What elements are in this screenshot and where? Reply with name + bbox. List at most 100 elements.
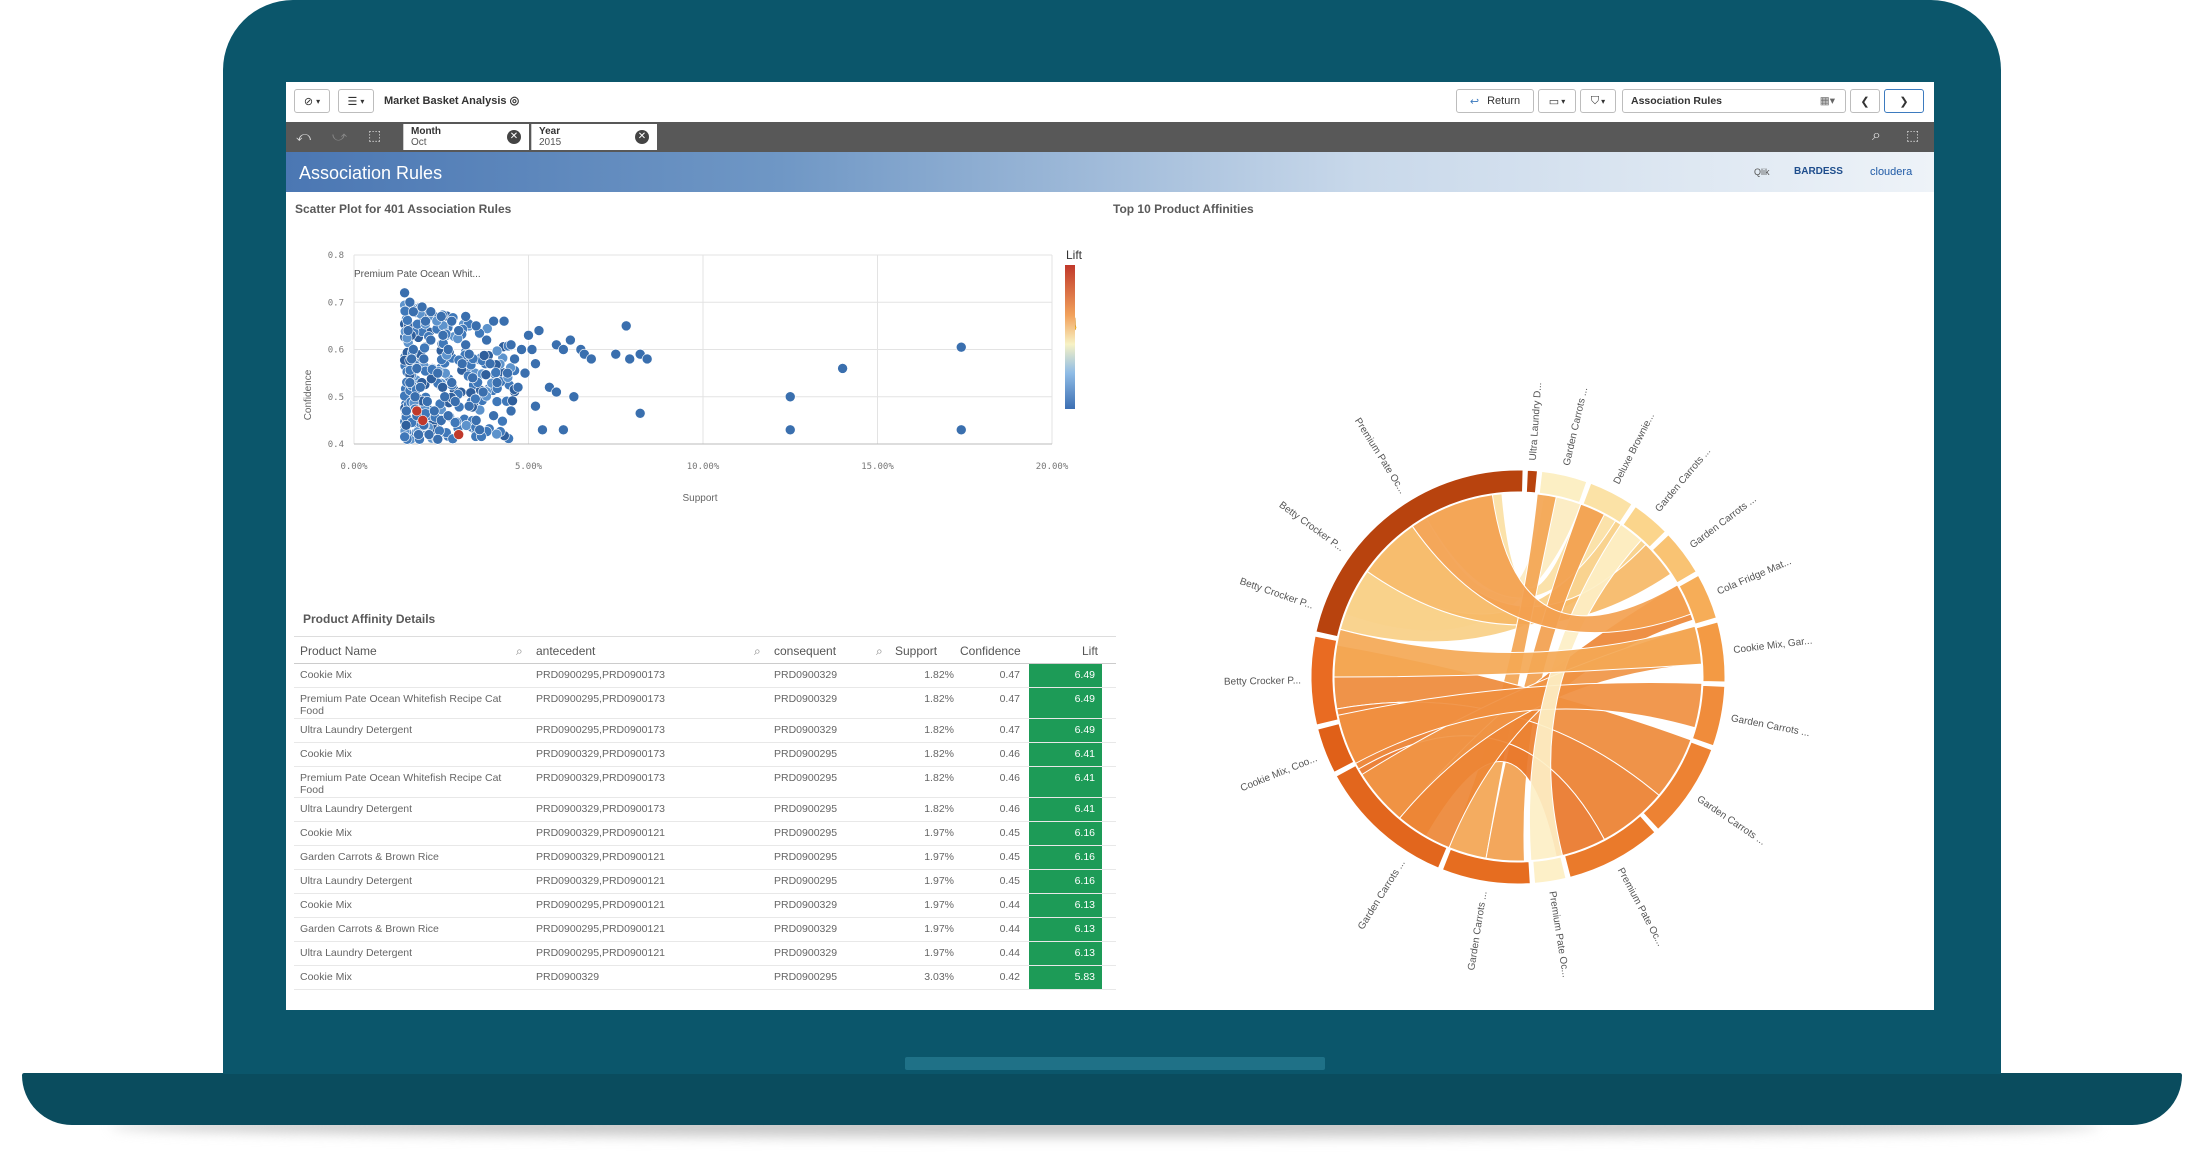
- scatter-point[interactable]: [461, 420, 472, 431]
- sheet-selector[interactable]: Association Rules ▦▾: [1622, 89, 1846, 113]
- scatter-point[interactable]: [509, 353, 520, 365]
- chord-group-arc[interactable]: [1651, 534, 1697, 584]
- scatter-point[interactable]: [420, 315, 431, 327]
- scatter-point[interactable]: [406, 353, 417, 365]
- search-icon[interactable]: ⌕: [516, 644, 523, 658]
- scatter-point[interactable]: [401, 405, 412, 417]
- table-row[interactable]: Ultra Laundry Detergent PRD0900295,PRD090…: [294, 942, 1116, 966]
- scatter-point[interactable]: [491, 377, 503, 388]
- scatter-point[interactable]: [411, 363, 423, 374]
- scatter-point[interactable]: [428, 405, 440, 417]
- selection-chip-month[interactable]: Month Oct ✕: [403, 124, 529, 150]
- search-icon[interactable]: ⌕: [754, 644, 761, 658]
- scatter-point[interactable]: [470, 320, 482, 332]
- scatter-point[interactable]: [484, 358, 496, 369]
- scatter-point[interactable]: [460, 339, 471, 351]
- chord-group-arc[interactable]: [1317, 723, 1355, 773]
- scatter-point[interactable]: [467, 372, 478, 384]
- scatter-point[interactable]: [474, 424, 485, 436]
- scatter-point[interactable]: [408, 306, 419, 317]
- chord-ribbon[interactable]: [1361, 625, 1703, 819]
- scatter-point[interactable]: [437, 381, 448, 393]
- scatter-point[interactable]: [402, 314, 413, 326]
- scatter-point[interactable]: [404, 296, 416, 308]
- scatter-point[interactable]: [453, 325, 464, 336]
- scatter-point[interactable]: [408, 344, 419, 355]
- table-row[interactable]: Garden Carrots & Brown Rice PRD0900329,PR…: [294, 846, 1116, 870]
- scatter-point[interactable]: [481, 334, 492, 346]
- navigation-menu-button[interactable]: ⊘ ▾: [294, 89, 330, 113]
- scatter-point[interactable]: [558, 344, 569, 355]
- scatter-point[interactable]: [415, 382, 426, 393]
- scatter-point[interactable]: [449, 417, 461, 428]
- clear-selection-icon[interactable]: ✕: [507, 130, 521, 144]
- scatter-point[interactable]: [399, 431, 410, 443]
- chord-group-arc[interactable]: [1695, 621, 1726, 683]
- scatter-point[interactable]: [442, 344, 454, 355]
- scatter-point[interactable]: [491, 396, 503, 407]
- scatter-point[interactable]: [491, 428, 502, 440]
- global-menu-button[interactable]: ☰ ▾: [338, 89, 374, 113]
- scatter-point[interactable]: [490, 367, 502, 378]
- chord-group-arc[interactable]: [1315, 469, 1524, 638]
- column-header-product-name[interactable]: Product Name: [300, 644, 377, 658]
- scatter-point[interactable]: [955, 424, 967, 436]
- scatter-point[interactable]: [491, 345, 503, 357]
- scatter-point[interactable]: [446, 315, 458, 327]
- scatter-point[interactable]: [586, 353, 597, 365]
- scatter-point[interactable]: [784, 424, 796, 436]
- chord-ribbon[interactable]: [1485, 503, 1606, 862]
- scatter-point[interactable]: [435, 311, 447, 322]
- clear-selection-icon[interactable]: ✕: [635, 130, 649, 144]
- scatter-point[interactable]: [505, 405, 517, 417]
- scatter-point[interactable]: [437, 330, 449, 341]
- scatter-point[interactable]: [512, 382, 524, 393]
- scatter-chart[interactable]: 0.4 0.5 0.6 0.7 0.8 0.00% 5.00% 10.00% 15.00% 20.…: [286, 217, 1116, 507]
- scatter-point[interactable]: [418, 353, 430, 365]
- return-button[interactable]: ↩ Return: [1456, 89, 1534, 113]
- chord-group-arc[interactable]: [1678, 574, 1717, 625]
- scatter-point[interactable]: [610, 348, 622, 360]
- scatter-point[interactable]: [620, 320, 632, 332]
- scatter-point[interactable]: [523, 330, 534, 341]
- scatter-point[interactable]: [470, 393, 481, 405]
- chord-ribbon[interactable]: [1411, 494, 1692, 634]
- scatter-point[interactable]: [432, 367, 444, 379]
- chord-group-arc[interactable]: [1564, 815, 1656, 878]
- scatter-point[interactable]: [404, 377, 416, 388]
- chord-group-arc[interactable]: [1538, 470, 1588, 504]
- table-row[interactable]: Ultra Laundry Detergent PRD0900295,PRD090…: [294, 719, 1116, 743]
- scatter-point[interactable]: [463, 348, 475, 360]
- scatter-point[interactable]: [530, 400, 541, 412]
- chord-group-arc[interactable]: [1582, 482, 1633, 524]
- scatter-point[interactable]: [565, 334, 576, 346]
- scatter-point[interactable]: [413, 429, 424, 440]
- table-row[interactable]: Ultra Laundry Detergent PRD0900329,PRD090…: [294, 870, 1116, 894]
- chord-ribbon[interactable]: [1333, 625, 1703, 678]
- column-header-support[interactable]: Support: [895, 644, 938, 658]
- step-back-icon[interactable]: ⤺: [296, 128, 311, 144]
- selection-chip-year[interactable]: Year 2015 ✕: [531, 124, 657, 150]
- scatter-point[interactable]: [478, 350, 490, 361]
- scatter-point[interactable]: [551, 386, 562, 398]
- search-icon[interactable]: ⌕: [876, 644, 883, 658]
- scatter-point[interactable]: [530, 358, 541, 369]
- scatter-point[interactable]: [460, 311, 471, 322]
- scatter-point[interactable]: [526, 344, 538, 355]
- table-row[interactable]: Premium Pate Ocean Whitefish Recipe Cat …: [294, 688, 1116, 719]
- scatter-point[interactable]: [421, 396, 433, 407]
- chord-group-arc[interactable]: [1691, 684, 1726, 747]
- table-row[interactable]: Cookie Mix PRD0900329,PRD0900121 PRD090029…: [294, 822, 1116, 846]
- scatter-point[interactable]: [480, 369, 492, 381]
- scatter-point[interactable]: [533, 325, 545, 336]
- table-row[interactable]: Premium Pate Ocean Whitefish Recipe Cat …: [294, 767, 1116, 798]
- search-icon[interactable]: ⌕: [1872, 127, 1881, 144]
- scatter-point[interactable]: [425, 334, 437, 346]
- scatter-point[interactable]: [837, 363, 848, 374]
- scatter-point[interactable]: [634, 407, 646, 419]
- scatter-point[interactable]: [488, 410, 499, 421]
- scatter-point[interactable]: [537, 424, 548, 436]
- table-row[interactable]: Cookie Mix PRD0900295,PRD0900121 PRD090032…: [294, 894, 1116, 918]
- scatter-point[interactable]: [409, 391, 421, 403]
- previous-sheet-button[interactable]: ❮: [1850, 89, 1880, 113]
